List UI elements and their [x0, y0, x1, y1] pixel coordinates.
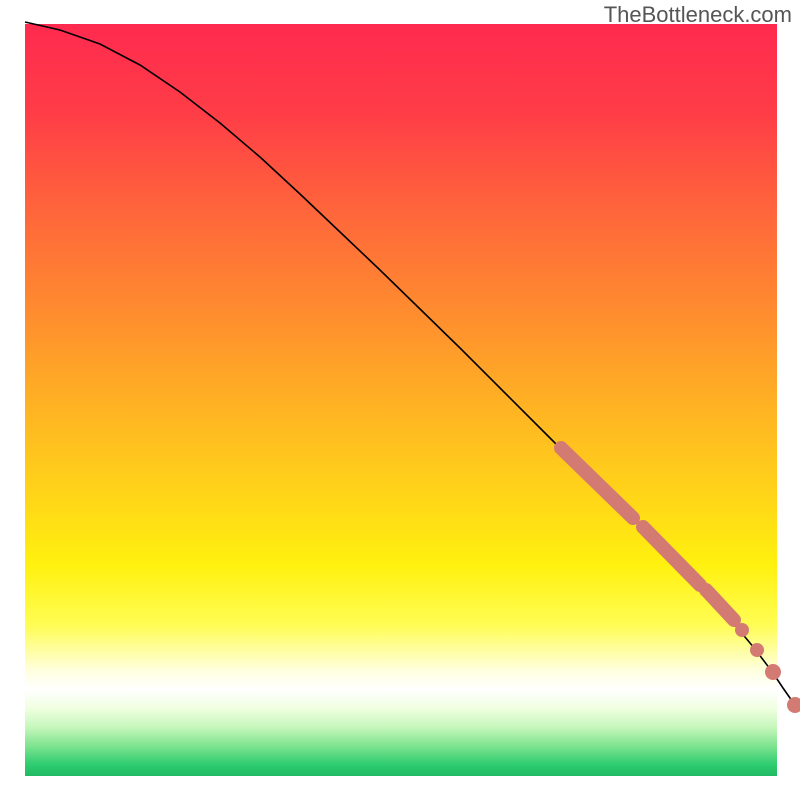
chart-stage: TheBottleneck.com [0, 0, 800, 800]
marker-dot [699, 583, 713, 597]
marker-dot [735, 623, 749, 637]
marker-dot [765, 664, 781, 680]
bottleneck-chart [0, 0, 800, 800]
marker-dot [750, 643, 764, 657]
marker-dot [787, 697, 800, 713]
gradient-background [25, 24, 777, 776]
